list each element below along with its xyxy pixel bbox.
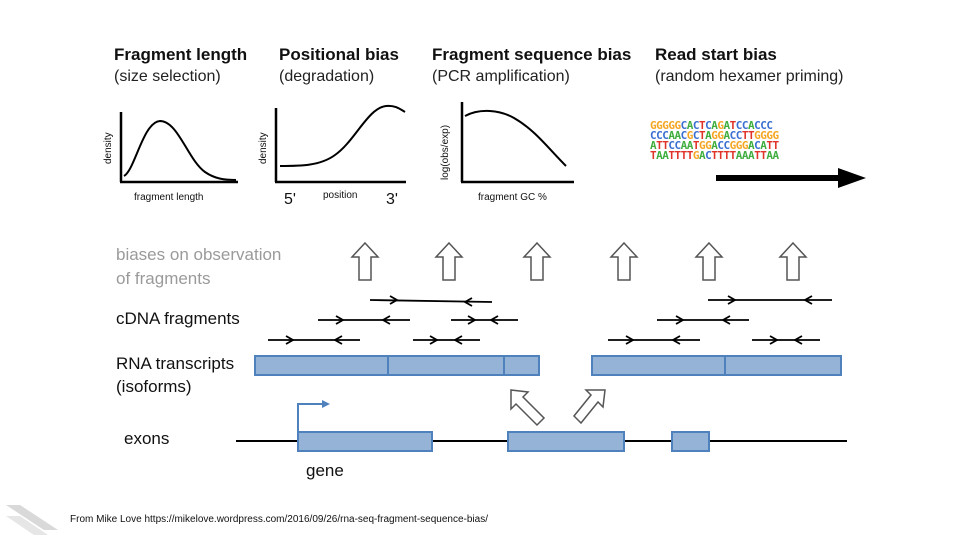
fragment-9 [752, 335, 820, 345]
plot-fragment-length [119, 112, 238, 184]
fragment-7 [657, 315, 749, 325]
bias-arrow-5 [694, 241, 724, 281]
plot-positional-bias [274, 104, 406, 184]
panel-subtitle-read-start-bias: (random hexamer priming) [655, 68, 844, 85]
fragment-4 [268, 335, 360, 345]
bias-arrow-6 [778, 241, 808, 281]
tss-arrowhead [322, 400, 330, 408]
rna-transcripts-label-line2: (isoforms) [116, 377, 192, 396]
exons-label: exons [124, 429, 170, 448]
sequence-logo: GGGGGCACTCAGATCCACCC CCCAACGCTAGGACCTTGGG… [650, 119, 779, 162]
tick-5-prime: 5' [284, 191, 296, 208]
biases-label-line2: of fragments [116, 269, 211, 288]
source-credit: From Mike Love https://mikelove.wordpres… [70, 514, 488, 525]
corner-logo [6, 505, 58, 535]
logo-row: ATTCCAATGGACCGGGACATT [650, 139, 779, 152]
exon-1 [297, 431, 433, 452]
cdna-fragments-label: cDNA fragments [116, 309, 240, 328]
panel-subtitle-fragment-sequence-bias: (PCR amplification) [432, 68, 570, 85]
transcript1-exon2 [387, 355, 505, 376]
logo-row: CCCAACGCTAGGACCTTGGGG [650, 129, 779, 142]
panel-subtitle-fragment-length: (size selection) [114, 68, 221, 85]
xlabel-fragment-length: fragment length [134, 192, 204, 203]
rna-transcripts [254, 355, 842, 376]
plot-fragment-sequence-bias [460, 102, 574, 184]
bias-arrows [350, 241, 808, 281]
splice-arrow-left [510, 389, 546, 427]
fragment-6 [708, 295, 832, 305]
cdna-fragments [268, 295, 832, 345]
tick-3-prime: 3' [386, 191, 398, 208]
fragment-3 [451, 315, 518, 325]
exon-3 [671, 431, 710, 452]
panel-subtitle-positional-bias: (degradation) [279, 68, 375, 85]
logo-row: TAATTTTGACTTTTAAATTAA [650, 149, 779, 162]
splice-arrow-right [572, 389, 606, 425]
bias-arrow-1 [350, 241, 380, 281]
fragment-1 [369, 295, 493, 307]
plot2-curve [279, 104, 406, 167]
plot1-curve [123, 119, 237, 181]
fragment-5 [413, 335, 480, 345]
xlabel-fragment-gc: fragment GC % [478, 192, 547, 203]
read-start-arrow [716, 168, 866, 188]
fragment-2 [318, 315, 410, 325]
bias-arrow-2 [434, 241, 464, 281]
transcript2-exon1 [591, 355, 726, 376]
plot3-curve [464, 110, 567, 167]
panel-title-positional-bias: Positional bias [279, 45, 399, 64]
tss-arrow [297, 403, 326, 432]
panel-title-read-start-bias: Read start bias [655, 45, 777, 64]
transcript1-exon1 [254, 355, 389, 376]
bias-arrow-4 [609, 241, 639, 281]
exon-2 [507, 431, 625, 452]
xlabel-position: position [323, 190, 358, 201]
gene-label: gene [306, 461, 344, 480]
gene-structure [236, 400, 847, 452]
transcript1-exon3 [503, 355, 540, 376]
panel-title-fragment-length: Fragment length [114, 45, 248, 64]
rna-transcripts-label-line1: RNA transcripts [116, 354, 235, 373]
panel-title-fragment-sequence-bias: Fragment sequence bias [432, 45, 632, 64]
bias-arrow-3 [522, 241, 552, 281]
transcript2-exon2 [724, 355, 842, 376]
fragment-8 [608, 335, 700, 345]
logo-row: GGGGGCACTCAGATCCACCC [650, 119, 773, 132]
biases-label-line1: biases on observation [116, 245, 282, 264]
